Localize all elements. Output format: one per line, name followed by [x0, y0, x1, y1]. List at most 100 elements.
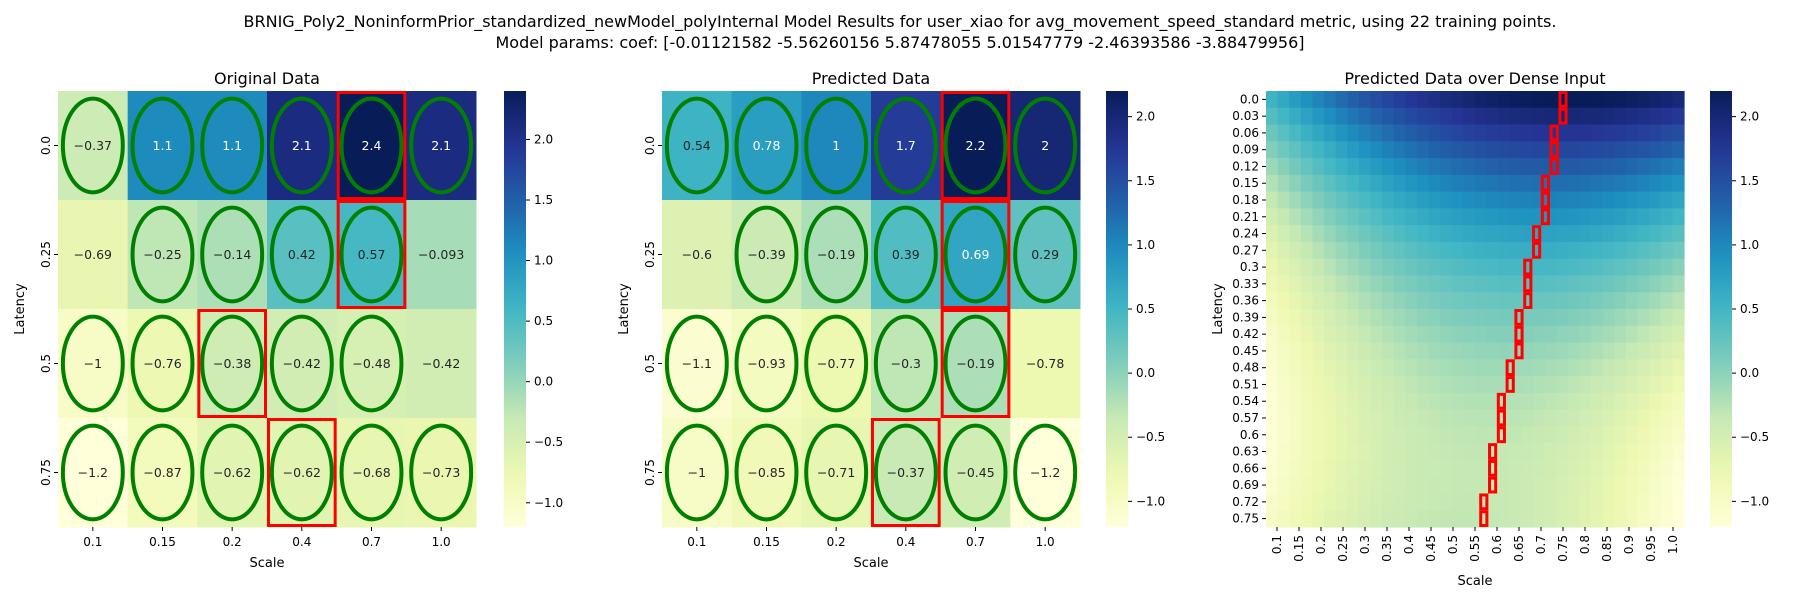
dense-heatmap-cell — [1591, 309, 1604, 327]
dense-heatmap-cell — [1544, 510, 1557, 528]
dense-heatmap-cell — [1614, 510, 1627, 528]
dense-heatmap-cell — [1649, 359, 1662, 377]
training-point-ellipse — [339, 205, 404, 304]
dense-heatmap-cell — [1347, 392, 1360, 411]
dense-heatmap-cell — [1533, 292, 1546, 310]
dense-heatmap-cell — [1475, 309, 1488, 327]
cell-value-label: −0.42 — [283, 356, 321, 371]
dense-heatmap-cell — [1405, 225, 1418, 243]
dense-heatmap-cell — [1509, 426, 1523, 444]
dense-heatmap-cell — [1451, 392, 1464, 411]
dense-heatmap-cell — [1370, 208, 1383, 226]
cell-value-label: −0.37 — [887, 465, 925, 480]
colorbar-tick-label: −1.0 — [534, 496, 563, 510]
dense-heatmap-cell — [1335, 409, 1348, 427]
dense-heatmap-cell — [1625, 359, 1639, 377]
dense-heatmap-cell — [1567, 91, 1581, 109]
dense-heatmap-cell — [1300, 141, 1314, 159]
dense-heatmap-cell — [1335, 258, 1348, 277]
dense-heatmap-cell — [1509, 208, 1523, 226]
dense-heatmap-cell — [1649, 376, 1662, 394]
x-tick-label: 1.0 — [432, 535, 451, 549]
dense-heatmap-cell — [1509, 91, 1523, 109]
dense-heatmap-cell — [1625, 258, 1639, 277]
x-tick-label: 0.2 — [223, 535, 242, 549]
optimal-path-marker — [1479, 493, 1489, 511]
dense-heatmap-cell — [1347, 443, 1360, 461]
training-point-ellipse — [664, 314, 729, 413]
heatmap-cell — [662, 309, 733, 419]
cell-value-label: −1 — [84, 356, 102, 371]
dense-heatmap-cell — [1440, 376, 1453, 394]
dense-heatmap-cell — [1591, 241, 1604, 260]
cell-value-label: −0.25 — [143, 247, 181, 262]
cell-value-label: 1 — [832, 138, 840, 153]
colorbar-tick-label: 1.5 — [1136, 174, 1155, 188]
training-point-ellipse — [200, 205, 265, 304]
dense-heatmap-cell — [1382, 342, 1395, 360]
dense-heatmap-cell — [1521, 376, 1534, 394]
dense-heatmap-cell — [1428, 91, 1441, 109]
dense-heatmap-cell — [1300, 241, 1314, 260]
dense-heatmap-cell — [1440, 241, 1453, 260]
dense-heatmap-cell — [1475, 208, 1488, 226]
dense-heatmap-cell — [1347, 493, 1360, 511]
dense-heatmap-cell — [1475, 459, 1488, 478]
dense-heatmap-cell — [1277, 91, 1290, 109]
dense-heatmap-cell — [1591, 359, 1604, 377]
dense-heatmap-cell — [1649, 258, 1662, 277]
dense-heatmap-cell — [1579, 510, 1592, 528]
y-tick-label: 0.57 — [1232, 411, 1259, 425]
dense-heatmap-cell — [1649, 342, 1662, 360]
dense-heatmap-cell — [1660, 191, 1673, 209]
dense-heatmap-cell — [1591, 174, 1604, 193]
dense-heatmap-cell — [1463, 426, 1476, 444]
colorbar-tick-label: 1.0 — [1136, 238, 1155, 252]
training-point-ellipse — [1013, 423, 1078, 522]
dense-heatmap-cell — [1451, 158, 1464, 176]
dense-heatmap-cell — [1533, 258, 1546, 277]
dense-heatmap-cell — [1475, 426, 1488, 444]
dense-heatmap-cell — [1277, 258, 1290, 277]
training-point-ellipse — [734, 96, 799, 195]
dense-heatmap-cell — [1486, 376, 1499, 394]
optimal-path-marker — [1514, 342, 1524, 360]
dense-heatmap-cell — [1475, 292, 1488, 310]
dense-heatmap-cell — [1405, 174, 1418, 193]
dense-heatmap-cell — [1637, 493, 1650, 511]
dense-heatmap-cell — [1660, 376, 1673, 394]
dense-heatmap-cell — [1602, 91, 1615, 109]
dense-heatmap-cell — [1544, 342, 1557, 360]
dense-heatmap-cell — [1277, 191, 1290, 209]
heatmap-cell — [940, 200, 1011, 310]
optimal-path-marker — [1523, 292, 1533, 310]
dense-heatmap-cell — [1498, 476, 1511, 495]
dense-heatmap-cell — [1428, 443, 1441, 461]
dense-heatmap-cell — [1649, 309, 1662, 327]
dense-heatmap-cell — [1428, 376, 1441, 394]
heatmap-cell — [58, 91, 129, 201]
dense-heatmap-cell — [1672, 141, 1685, 159]
dense-heatmap-cell — [1567, 476, 1581, 495]
dense-heatmap-cell — [1347, 258, 1360, 277]
dense-heatmap-cell — [1463, 191, 1476, 209]
dense-heatmap-cell — [1509, 174, 1523, 193]
dense-heatmap-cell — [1625, 376, 1639, 394]
cell-value-label: −0.93 — [747, 356, 785, 371]
dense-heatmap-cell — [1614, 459, 1627, 478]
dense-heatmap-cell — [1358, 158, 1372, 176]
colorbar-tick-label: −1.0 — [1136, 494, 1165, 508]
dense-heatmap-cell — [1533, 510, 1546, 528]
dense-heatmap-cell — [1637, 309, 1650, 327]
training-point-ellipse — [130, 96, 195, 195]
dense-heatmap-cell — [1324, 342, 1337, 360]
y-tick-label: 0.15 — [1232, 176, 1259, 190]
dense-heatmap-cell — [1300, 275, 1314, 293]
dense-heatmap-cell — [1266, 258, 1279, 277]
dense-heatmap-cell — [1393, 275, 1406, 293]
dense-heatmap-cell — [1277, 225, 1290, 243]
colorbar-tick-label: −1.0 — [1740, 494, 1769, 508]
dense-heatmap-cell — [1498, 174, 1511, 193]
x-tick-label: 0.75 — [1556, 535, 1570, 562]
dense-heatmap-cell — [1579, 158, 1592, 176]
